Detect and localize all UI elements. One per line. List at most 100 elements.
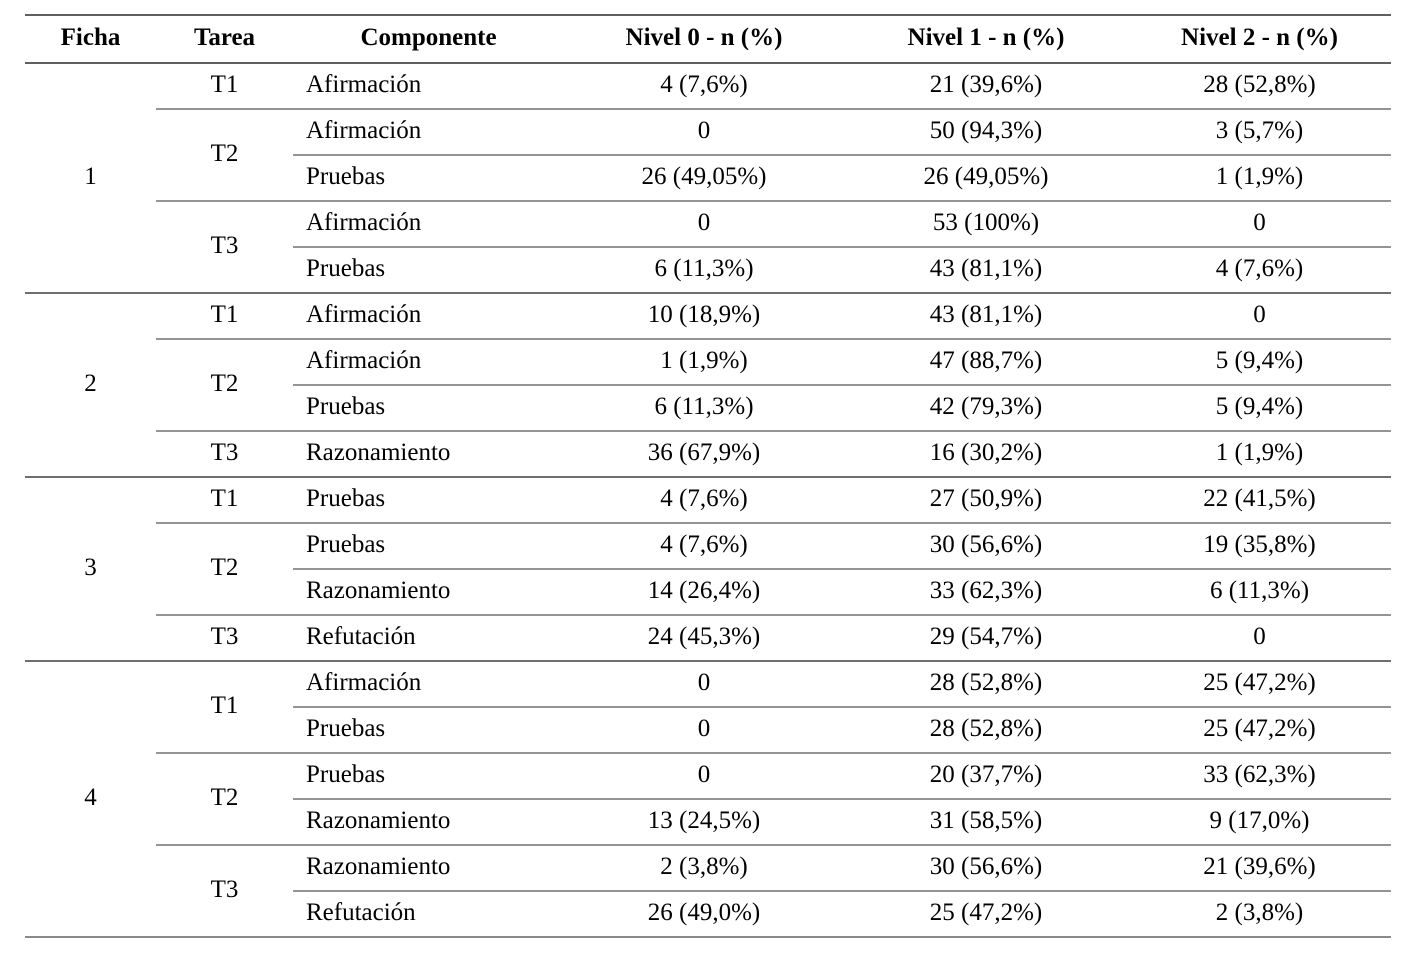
table-body: 1 T1 Afirmación 4 (7,6%) 21 (39,6%) 28 (52,8%… <box>25 63 1391 937</box>
nivel2-cell: 25 (47,2%) <box>1128 706 1391 753</box>
nivel0-cell: 6 (11,3%) <box>564 384 844 431</box>
componente-cell: Pruebas <box>293 384 564 431</box>
table-row: T2 Pruebas 0 20 (37,7%) 33 (62,3%) <box>25 752 1391 845</box>
table-row: Pruebas 6 (11,3%) 42 (79,3%) 5 (9,4%) <box>25 384 1391 431</box>
tarea-cell: T1 <box>156 292 293 339</box>
page-content: Ficha Tarea Componente Nivel 0 - n (%) N… <box>25 14 1391 938</box>
tarea-cell: T3 <box>156 844 293 937</box>
tarea-cell: T1 <box>210 71 239 98</box>
tarea-cell: T3 <box>156 430 293 477</box>
nivel1-cell: 25 (47,2%) <box>844 890 1128 937</box>
column-header-componente: Componente <box>293 15 564 64</box>
nivel0-cell: 4 (7,6%) <box>660 71 748 98</box>
nivel2-cell: 0 <box>1128 614 1391 661</box>
nivel1-cell: 28 (52,8%) <box>844 660 1128 707</box>
results-table: Ficha Tarea Componente Nivel 0 - n (%) N… <box>25 14 1391 938</box>
nivel0-cell: 6 (11,3%) <box>564 246 844 293</box>
componente-cell: Afirmación <box>293 200 564 247</box>
nivel0-cell: 0 <box>564 108 844 155</box>
componente-cell: Refutación <box>293 614 564 661</box>
nivel1-cell: 50 (94,3%) <box>844 108 1128 155</box>
table-row: Pruebas 6 (11,3%) 43 (81,1%) 4 (7,6%) <box>25 246 1391 293</box>
nivel1-cell: 30 (56,6%) <box>844 522 1128 569</box>
nivel0-cell: 0 <box>564 706 844 753</box>
ficha-cell: 3 <box>25 476 156 661</box>
nivel0-cell: 10 (18,9%) <box>564 292 844 339</box>
nivel0-cell: 4 (7,6%) <box>564 522 844 569</box>
nivel0-cell: 1 (1,9%) <box>564 338 844 385</box>
nivel0-cell: 0 <box>564 200 844 247</box>
ficha-cell: 4 <box>25 660 156 937</box>
nivel1-cell: 31 (58,5%) <box>844 798 1128 845</box>
nivel0-cell: 26 (49,05%) <box>564 154 844 201</box>
nivel2-cell: 0 <box>1128 200 1391 247</box>
componente-cell: Pruebas <box>293 752 564 799</box>
tarea-cell: T1 <box>156 476 293 523</box>
componente-cell: Pruebas <box>293 522 564 569</box>
nivel0-cell: 0 <box>564 752 844 799</box>
nivel2-cell: 4 (7,6%) <box>1128 246 1391 293</box>
tarea-cell: T3 <box>156 614 293 661</box>
tarea-cell: T2 <box>156 522 293 615</box>
table-row: T3 Razonamiento 2 (3,8%) 30 (56,6%) 21 (39,6… <box>25 844 1391 937</box>
componente-cell: Refutación <box>293 890 564 937</box>
nivel1-cell: 47 (88,7%) <box>844 338 1128 385</box>
nivel2-cell: 28 (52,8%) <box>1203 71 1316 98</box>
nivel0-cell: 4 (7,6%) <box>564 476 844 523</box>
componente-cell: Pruebas <box>293 154 564 201</box>
componente-cell: Afirmación <box>293 108 564 155</box>
nivel1-cell: 27 (50,9%) <box>844 476 1128 523</box>
table-row: T3 Afirmación 0 53 (100%) 0 <box>25 200 1391 293</box>
nivel2-cell: 22 (41,5%) <box>1128 476 1391 523</box>
nivel1-cell: 26 (49,05%) <box>844 154 1128 201</box>
table-row: Razonamiento 13 (24,5%) 31 (58,5%) 9 (17,0%… <box>25 798 1391 845</box>
table-row: Pruebas 0 28 (52,8%) 25 (47,2%) <box>25 706 1391 753</box>
nivel1-cell: 28 (52,8%) <box>844 706 1128 753</box>
column-header-nivel2: Nivel 2 - n (%) <box>1128 15 1391 64</box>
tarea-cell: T1 <box>156 660 293 753</box>
nivel2-cell: 1 (1,9%) <box>1128 430 1391 477</box>
nivel1-cell: 53 (100%) <box>844 200 1128 247</box>
table-row: 3 T1 Pruebas 4 (7,6%) 27 (50,9%) 22 (41,5%) <box>25 476 1391 661</box>
componente-cell: Afirmación <box>293 292 564 339</box>
nivel0-cell: 13 (24,5%) <box>564 798 844 845</box>
column-header-nivel1: Nivel 1 - n (%) <box>844 15 1128 64</box>
table-row: 2 T1 Afirmación 10 (18,9%) 43 (81,1%) 0 <box>25 292 1391 477</box>
ficha-cell: 1 <box>84 163 97 190</box>
table-row: Pruebas 26 (49,05%) 26 (49,05%) 1 (1,9%) <box>25 154 1391 201</box>
nivel1-cell: 16 (30,2%) <box>844 430 1128 477</box>
componente-cell: Afirmación <box>306 71 422 98</box>
column-header-tarea: Tarea <box>156 15 293 64</box>
table-row: T2 Afirmación 0 50 (94,3%) 3 (5,7%) <box>25 108 1391 201</box>
componente-cell: Afirmación <box>293 660 564 707</box>
componente-cell: Afirmación <box>293 338 564 385</box>
nivel2-cell: 5 (9,4%) <box>1128 338 1391 385</box>
tarea-cell: T3 <box>156 200 293 293</box>
nivel2-cell: 9 (17,0%) <box>1128 798 1391 845</box>
nivel2-cell: 2 (3,8%) <box>1128 890 1391 937</box>
nivel1-cell: 33 (62,3%) <box>844 568 1128 615</box>
componente-cell: Razonamiento <box>293 844 564 891</box>
column-header-nivel0: Nivel 0 - n (%) <box>564 15 844 64</box>
componente-cell: Razonamiento <box>293 430 564 477</box>
nivel1-cell: 20 (37,7%) <box>844 752 1128 799</box>
nivel1-cell: 43 (81,1%) <box>844 246 1128 293</box>
nivel1-cell: 29 (54,7%) <box>844 614 1128 661</box>
nivel0-cell: 0 <box>564 660 844 707</box>
table-row: Razonamiento 14 (26,4%) 33 (62,3%) 6 (11,3%… <box>25 568 1391 615</box>
componente-cell: Pruebas <box>293 246 564 293</box>
componente-cell: Pruebas <box>293 706 564 753</box>
nivel1-cell: 43 (81,1%) <box>844 292 1128 339</box>
nivel0-cell: 26 (49,0%) <box>564 890 844 937</box>
nivel2-cell: 21 (39,6%) <box>1128 844 1391 891</box>
componente-cell: Razonamiento <box>293 798 564 845</box>
nivel0-cell: 36 (67,9%) <box>564 430 844 477</box>
nivel2-cell: 19 (35,8%) <box>1128 522 1391 569</box>
nivel1-cell: 30 (56,6%) <box>844 844 1128 891</box>
tarea-cell: T2 <box>156 752 293 845</box>
ficha-cell: 2 <box>25 292 156 477</box>
tarea-cell: T2 <box>156 108 293 201</box>
table-row: T3 Refutación 24 (45,3%) 29 (54,7%) 0 <box>25 614 1391 661</box>
nivel1-cell: 42 (79,3%) <box>844 384 1128 431</box>
nivel0-cell: 14 (26,4%) <box>564 568 844 615</box>
